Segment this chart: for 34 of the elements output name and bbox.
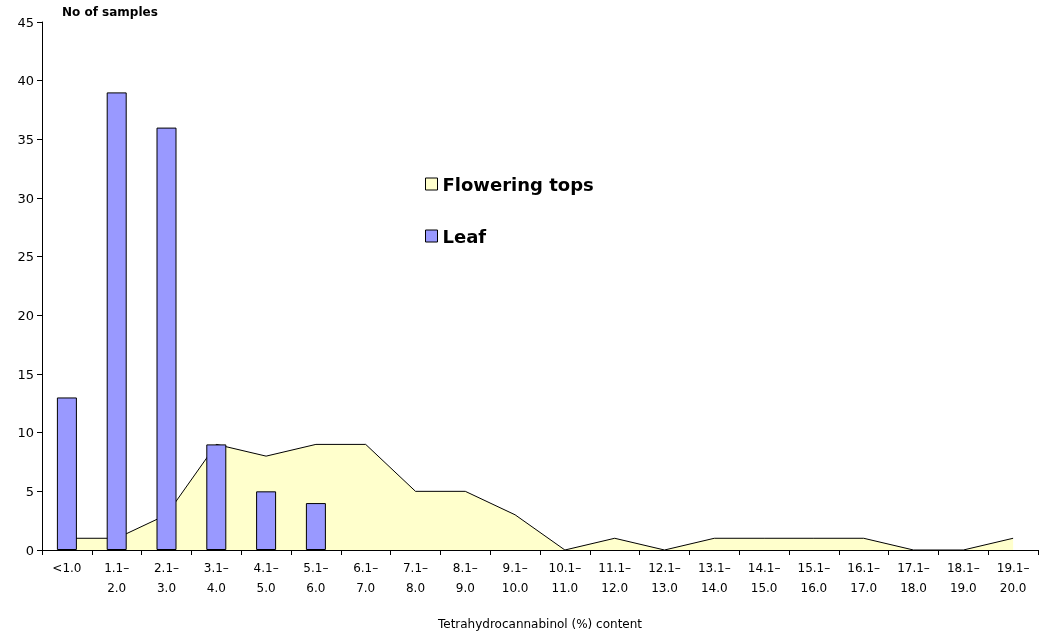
y-tick-label: 45 — [17, 14, 34, 30]
x-tick-label: 10.1–11.0 — [548, 561, 582, 595]
y-tick-label: 20 — [17, 307, 34, 323]
x-tick-label: 7.1–8.0 — [402, 561, 429, 595]
y-tick-label: 15 — [17, 366, 34, 382]
x-axis-title: Tetrahydrocannabinol (%) content — [436, 617, 643, 631]
x-tick-label: 17.1–18.0 — [897, 561, 930, 595]
x-tick-label: 16.1–17.0 — [847, 561, 881, 595]
x-tick-label: 14.1–15.0 — [747, 561, 781, 595]
x-tick-label: 13.1–14.0 — [697, 561, 731, 595]
x-tick-label: 6.1–7.0 — [353, 561, 379, 595]
x-tick-label: 19.1–20.0 — [996, 561, 1030, 595]
x-tick-label: 12.1–13.0 — [648, 561, 681, 595]
legend-label: Flowering tops — [442, 173, 594, 195]
x-tick-label: 5.1–6.0 — [303, 561, 329, 595]
x-tick-label: 2.1–3.0 — [153, 561, 180, 595]
legend-label: Leaf — [442, 225, 487, 247]
y-tick-label: 25 — [17, 249, 34, 265]
y-tick-label: 0 — [25, 542, 34, 558]
y-tick-label: 30 — [17, 190, 34, 206]
y-tick-label: 5 — [25, 483, 34, 499]
x-tick-label: 3.1–4.0 — [203, 561, 229, 595]
x-tick-label: <1.0 — [52, 561, 82, 575]
x-tick-label: 15.1–16.0 — [797, 561, 831, 595]
x-tick-label: 11.1–12.0 — [598, 561, 632, 595]
y-tick-label: 35 — [17, 131, 34, 147]
x-tick-label: 1.1–2.0 — [104, 561, 130, 595]
y-tick-label: 10 — [17, 425, 34, 441]
x-tick-label: 9.1–10.0 — [501, 561, 529, 595]
x-tick-label: 18.1–19.0 — [946, 561, 980, 595]
y-axis-title: No of samples — [62, 5, 158, 19]
x-tick-label: 4.1–5.0 — [253, 561, 279, 595]
y-tick-label: 40 — [17, 73, 34, 89]
x-tick-label: 8.1–9.0 — [452, 561, 478, 595]
